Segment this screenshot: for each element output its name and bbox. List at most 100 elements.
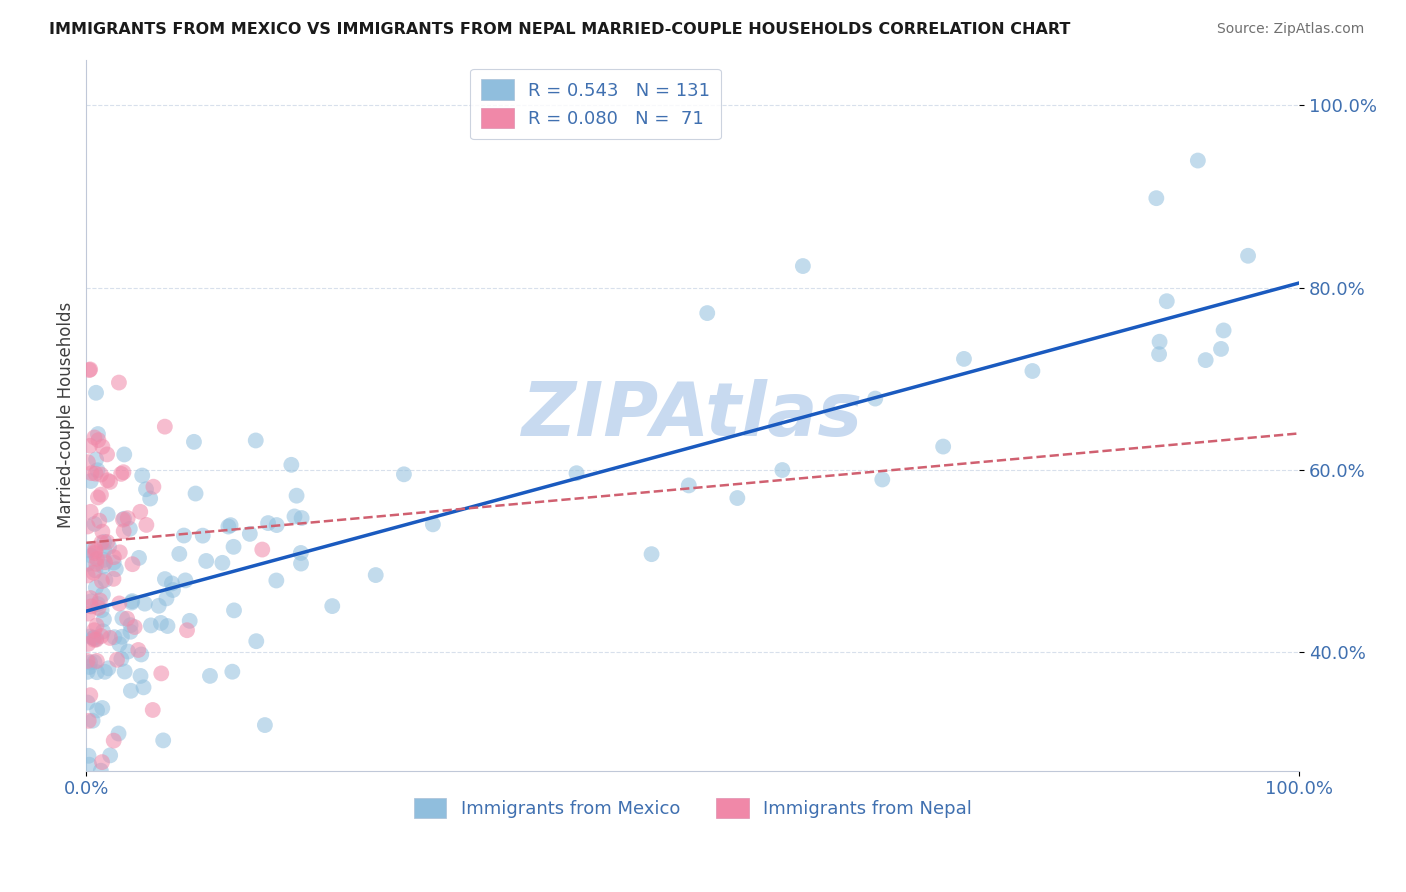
- Text: IMMIGRANTS FROM MEXICO VS IMMIGRANTS FROM NEPAL MARRIED-COUPLE HOUSEHOLDS CORREL: IMMIGRANTS FROM MEXICO VS IMMIGRANTS FRO…: [49, 22, 1070, 37]
- Point: [121, 596, 143, 610]
- Point: [173, 528, 195, 542]
- Point: [84, 385, 107, 400]
- Point: [87, 600, 110, 615]
- Text: ZIPAtlas: ZIPAtlas: [522, 378, 863, 451]
- Point: [132, 681, 155, 695]
- Point: [79, 591, 101, 605]
- Point: [150, 666, 173, 681]
- Point: [108, 597, 131, 611]
- Point: [152, 733, 174, 747]
- Point: [245, 434, 267, 448]
- Point: [79, 660, 101, 674]
- Point: [90, 629, 112, 643]
- Point: [114, 665, 136, 679]
- Point: [77, 757, 100, 772]
- Point: [76, 696, 98, 710]
- Point: [111, 513, 134, 527]
- Point: [120, 624, 142, 639]
- Point: [129, 648, 152, 662]
- Point: [87, 597, 110, 611]
- Point: [135, 482, 157, 496]
- Point: [90, 764, 112, 778]
- Point: [195, 554, 218, 568]
- Point: [392, 467, 415, 482]
- Point: [84, 544, 107, 558]
- Point: [174, 574, 197, 588]
- Point: [291, 511, 314, 525]
- Point: [1149, 334, 1171, 349]
- Point: [86, 552, 108, 566]
- Point: [285, 489, 308, 503]
- Point: [117, 644, 139, 658]
- Point: [83, 624, 105, 638]
- Point: [121, 594, 143, 608]
- Point: [108, 376, 131, 390]
- Point: [148, 599, 170, 613]
- Point: [179, 614, 201, 628]
- Point: [565, 467, 588, 481]
- Point: [83, 631, 105, 645]
- Point: [80, 594, 103, 608]
- Point: [93, 612, 115, 626]
- Point: [76, 665, 98, 679]
- Point: [76, 568, 98, 582]
- Point: [77, 557, 100, 571]
- Point: [128, 550, 150, 565]
- Point: [115, 612, 138, 626]
- Point: [139, 618, 162, 632]
- Point: [80, 505, 103, 519]
- Point: [153, 419, 176, 434]
- Point: [77, 748, 100, 763]
- Point: [953, 351, 976, 366]
- Point: [77, 543, 100, 558]
- Point: [1147, 347, 1170, 361]
- Point: [131, 468, 153, 483]
- Point: [108, 545, 131, 559]
- Text: Source: ZipAtlas.com: Source: ZipAtlas.com: [1216, 22, 1364, 37]
- Point: [110, 652, 132, 666]
- Point: [129, 669, 152, 683]
- Point: [169, 547, 191, 561]
- Point: [90, 488, 112, 502]
- Point: [93, 534, 115, 549]
- Y-axis label: Married-couple Households: Married-couple Households: [58, 302, 75, 528]
- Point: [84, 557, 107, 571]
- Point: [97, 661, 120, 675]
- Point: [872, 473, 894, 487]
- Point: [107, 726, 129, 740]
- Point: [86, 665, 108, 680]
- Point: [1195, 353, 1218, 368]
- Point: [290, 557, 312, 571]
- Point: [76, 455, 98, 469]
- Point: [219, 518, 242, 533]
- Point: [90, 574, 112, 588]
- Point: [176, 624, 198, 638]
- Point: [792, 259, 814, 273]
- Point: [112, 512, 135, 526]
- Point: [1144, 191, 1167, 205]
- Point: [108, 637, 131, 651]
- Point: [84, 632, 107, 646]
- Point: [86, 654, 108, 668]
- Point: [84, 563, 107, 577]
- Point: [865, 392, 887, 406]
- Point: [91, 524, 114, 539]
- Point: [93, 553, 115, 567]
- Point: [191, 528, 214, 542]
- Point: [76, 654, 98, 668]
- Point: [103, 556, 125, 570]
- Point: [86, 618, 108, 632]
- Point: [1187, 153, 1209, 168]
- Point: [79, 362, 101, 376]
- Point: [94, 555, 117, 569]
- Point: [183, 434, 205, 449]
- Point: [135, 517, 157, 532]
- Point: [290, 546, 312, 560]
- Point: [725, 491, 748, 505]
- Point: [266, 518, 288, 533]
- Point: [79, 688, 101, 702]
- Point: [252, 542, 274, 557]
- Point: [83, 546, 105, 560]
- Point: [80, 599, 103, 614]
- Point: [142, 480, 165, 494]
